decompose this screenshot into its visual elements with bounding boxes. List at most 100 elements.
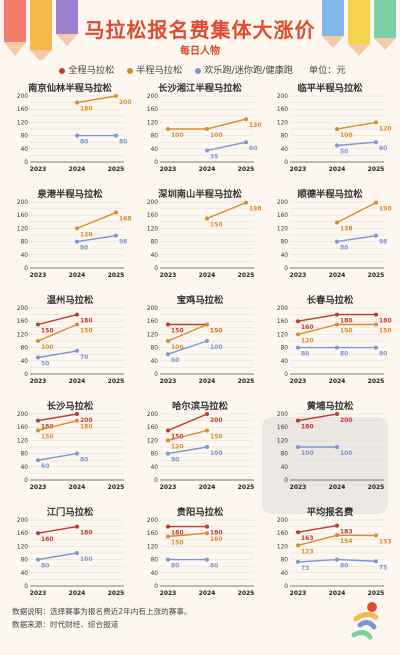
x-tick-label: 2025 bbox=[368, 484, 385, 491]
y-tick-label: 200 bbox=[277, 306, 288, 312]
y-tick-label: 120 bbox=[147, 120, 158, 126]
x-tick-label: 2023 bbox=[290, 378, 307, 385]
data-label-fun: 60 bbox=[249, 145, 257, 152]
data-label-fun: 100 bbox=[301, 450, 314, 457]
data-point-half bbox=[374, 322, 378, 327]
data-label-half: 150 bbox=[41, 434, 54, 441]
y-tick-label: 40 bbox=[21, 147, 29, 153]
legend-fun-dot bbox=[195, 67, 202, 74]
data-point-fun bbox=[36, 557, 40, 562]
data-label-fun: 100 bbox=[210, 450, 223, 457]
y-tick-label: 160 bbox=[17, 107, 28, 113]
x-tick-label: 2024 bbox=[329, 272, 346, 279]
x-tick-label: 2025 bbox=[108, 484, 125, 491]
y-tick-label: 40 bbox=[151, 571, 159, 577]
chart-panel: 贵阳马拉松 0 40 80 120 160 200 2023 2024 2025 180 180 150… bbox=[136, 500, 264, 602]
chart-title: 长春马拉松 bbox=[306, 295, 354, 306]
chart-panel: 温州马拉松 0 40 80 120 160 200 2023 2024 2025 150 180 100… bbox=[6, 288, 134, 390]
data-point-full bbox=[166, 524, 170, 529]
x-tick-label: 2025 bbox=[108, 272, 125, 279]
data-label-half: 100 bbox=[171, 344, 184, 351]
y-tick-label: 40 bbox=[281, 465, 289, 471]
y-tick-label: 160 bbox=[147, 107, 158, 113]
y-tick-label: 40 bbox=[281, 571, 289, 577]
chart-title: 泉港半程马拉松 bbox=[37, 189, 103, 200]
data-label-full: 150 bbox=[171, 434, 184, 441]
series-line-half bbox=[37, 323, 78, 342]
chart-panel: 长春马拉松 0 40 80 120 160 200 2023 2024 2025 160 180 180… bbox=[266, 288, 394, 390]
y-tick-label: 40 bbox=[21, 253, 29, 259]
chart-svg: 0 40 80 120 160 200 2023 2024 2025 163 183 123 154 15… bbox=[277, 518, 392, 597]
y-tick-label: 200 bbox=[277, 518, 288, 524]
chart-title: 宝鸡马拉松 bbox=[176, 295, 224, 306]
y-tick-label: 40 bbox=[281, 253, 289, 259]
data-point-half bbox=[166, 127, 170, 131]
data-point-half bbox=[166, 438, 170, 443]
x-tick-label: 2023 bbox=[30, 166, 47, 173]
chart-title: 临平半程马拉松 bbox=[297, 83, 363, 94]
series-line-half bbox=[167, 532, 208, 538]
data-label-full: 163 bbox=[301, 535, 314, 542]
data-point-full bbox=[36, 531, 40, 536]
x-tick-label: 2024 bbox=[329, 590, 346, 597]
y-tick-label: 200 bbox=[147, 518, 158, 524]
pencil-decoration-right bbox=[322, 0, 396, 56]
series-line-full bbox=[167, 413, 208, 432]
data-label-full: 180 bbox=[80, 318, 93, 325]
data-label-half: 120 bbox=[379, 125, 392, 132]
y-tick-label: 80 bbox=[151, 240, 159, 246]
data-label-fun: 80 bbox=[80, 245, 88, 252]
x-tick-label: 2023 bbox=[160, 272, 177, 279]
data-point-fun bbox=[335, 143, 339, 148]
y-tick-label: 200 bbox=[17, 94, 28, 100]
y-tick-label: 80 bbox=[281, 346, 289, 352]
y-tick-label: 80 bbox=[21, 452, 29, 458]
x-tick-label: 2025 bbox=[238, 272, 255, 279]
data-point-half bbox=[335, 322, 339, 327]
legend-full: 全程马拉松 bbox=[59, 62, 114, 76]
data-label-half: 150 bbox=[80, 328, 93, 335]
data-label-full: 150 bbox=[171, 328, 184, 335]
data-label-fun: 50 bbox=[41, 361, 49, 368]
x-tick-label: 2024 bbox=[329, 484, 346, 491]
y-tick-label: 80 bbox=[281, 452, 289, 458]
data-label-half: 150 bbox=[340, 328, 353, 335]
y-tick-label: 160 bbox=[277, 531, 288, 537]
y-tick-label: 80 bbox=[21, 134, 29, 140]
data-label-half: 150 bbox=[171, 540, 184, 547]
y-tick-label: 80 bbox=[281, 134, 289, 140]
x-tick-label: 2025 bbox=[238, 484, 255, 491]
y-tick-label: 40 bbox=[151, 253, 159, 259]
x-tick-label: 2025 bbox=[368, 166, 385, 173]
data-label-full: 183 bbox=[340, 529, 353, 536]
data-label-full: 160 bbox=[301, 324, 314, 331]
series-line-full bbox=[37, 313, 78, 326]
x-tick-label: 2025 bbox=[238, 378, 255, 385]
series-line-fun bbox=[336, 141, 377, 147]
y-tick-label: 160 bbox=[147, 319, 158, 325]
chart-panel: 临平半程马拉松 0 40 80 120 160 200 2023 2024 2025 100 120 5… bbox=[266, 76, 394, 178]
x-tick-label: 2025 bbox=[238, 590, 255, 597]
data-label-full: 180 bbox=[301, 424, 314, 431]
y-tick-label: 120 bbox=[17, 544, 28, 550]
data-point-half bbox=[36, 428, 40, 433]
chart-title: 顺德半程马拉松 bbox=[297, 189, 363, 200]
chart-panel: 江门马拉松 0 40 80 120 160 200 2023 2024 2025 160 180 80 1… bbox=[6, 500, 134, 602]
x-tick-label: 2025 bbox=[368, 272, 385, 279]
y-tick-label: 160 bbox=[277, 319, 288, 325]
data-label-full: 200 bbox=[210, 417, 223, 424]
data-point-fun bbox=[75, 348, 79, 353]
data-label-fun: 60 bbox=[171, 357, 179, 364]
y-tick-label: 120 bbox=[17, 438, 28, 444]
data-label-full: 150 bbox=[210, 328, 223, 335]
x-tick-label: 2025 bbox=[238, 166, 255, 173]
data-label-fun: 73 bbox=[301, 565, 309, 572]
data-point-half bbox=[114, 94, 118, 98]
data-point-half bbox=[335, 127, 339, 131]
y-tick-label: 120 bbox=[147, 544, 158, 550]
chart-svg: 0 40 80 120 160 200 2023 2024 2025 160 180 180 120 15… bbox=[277, 306, 392, 385]
data-label-full: 180 bbox=[80, 530, 93, 537]
y-tick-label: 80 bbox=[151, 134, 159, 140]
data-point-fun bbox=[166, 352, 170, 357]
